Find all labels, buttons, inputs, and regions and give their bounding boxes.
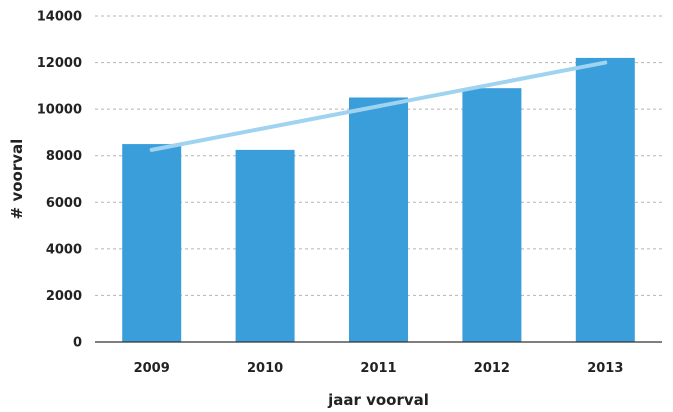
x-tick-label: 2012 — [474, 361, 510, 376]
x-tick-label: 2013 — [587, 361, 623, 376]
bar — [122, 144, 182, 342]
y-tick-label: 12000 — [37, 56, 82, 71]
y-tick-label: 14000 — [37, 10, 82, 25]
y-tick-label: 6000 — [46, 196, 82, 211]
y-tick-label: 2000 — [46, 289, 82, 304]
y-tick-label: 10000 — [37, 103, 82, 118]
x-tick-label: 2011 — [360, 361, 396, 376]
bar — [235, 149, 295, 342]
y-axis-ticks: 0 2000 4000 6000 8000 10000 12000 14000 — [37, 10, 82, 351]
x-axis-title: jaar voorval — [327, 391, 429, 409]
y-tick-label: 4000 — [46, 242, 82, 257]
y-axis-title: # voorval — [8, 139, 26, 220]
bar — [462, 88, 522, 342]
y-tick-label: 8000 — [46, 149, 82, 164]
x-axis-ticks: 2009 2010 2011 2012 2013 — [134, 361, 624, 376]
bar — [575, 57, 635, 343]
bar — [349, 97, 408, 342]
x-tick-label: 2010 — [247, 361, 283, 376]
bars — [122, 57, 635, 343]
trend-line — [149, 60, 608, 152]
trend-line-group — [149, 60, 608, 152]
x-tick-label: 2009 — [134, 361, 170, 376]
y-tick-label: 0 — [73, 336, 82, 351]
